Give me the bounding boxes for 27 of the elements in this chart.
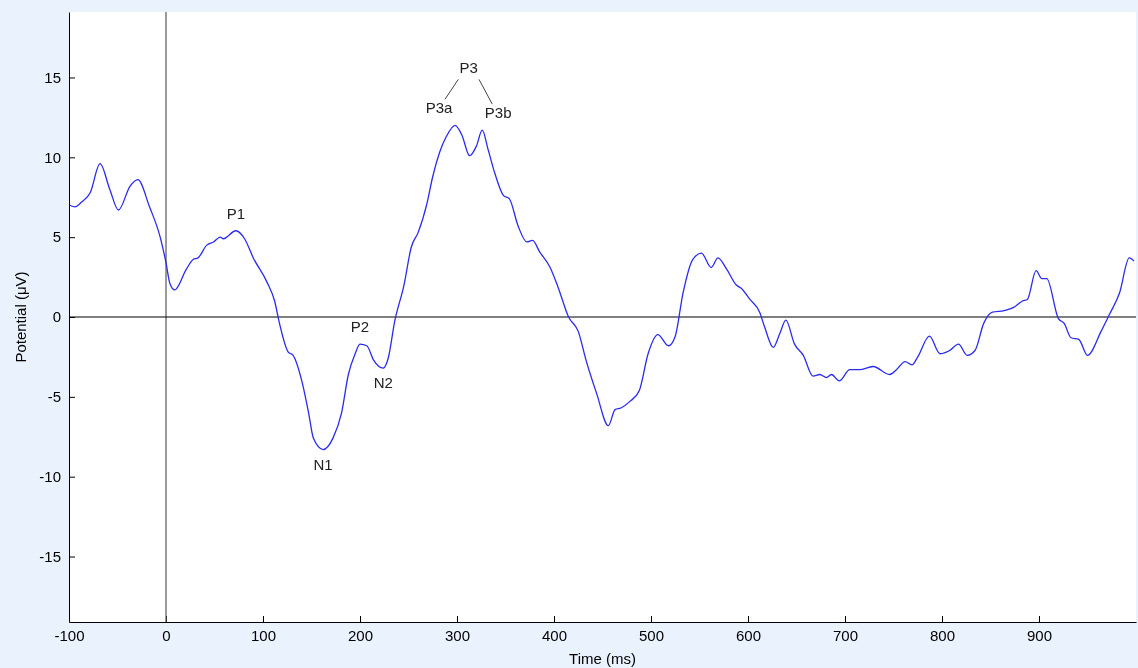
x-tick-label: -100 bbox=[54, 626, 85, 644]
y-tick-label: 15 bbox=[44, 68, 61, 86]
annotation: P3a bbox=[425, 99, 454, 117]
annotation: P2 bbox=[350, 318, 370, 336]
y-tick-label: -10 bbox=[39, 467, 61, 485]
x-tick-label: 600 bbox=[735, 626, 762, 644]
annotation: N1 bbox=[313, 455, 333, 473]
y-tick-label: 5 bbox=[52, 228, 61, 246]
x-tick-label: 500 bbox=[638, 626, 665, 644]
x-tick-label: 400 bbox=[541, 626, 568, 644]
x-tick-label: 100 bbox=[250, 626, 277, 644]
x-tick-label: 700 bbox=[832, 626, 859, 644]
annotation: N2 bbox=[373, 374, 393, 392]
x-tick-label: 900 bbox=[1026, 626, 1053, 644]
annotation: P1 bbox=[226, 204, 246, 222]
y-tick-label: 10 bbox=[44, 148, 61, 166]
x-tick-label: 300 bbox=[444, 626, 471, 644]
x-tick-label: 800 bbox=[929, 626, 956, 644]
y-tick-label: 0 bbox=[52, 308, 61, 326]
y-tick-label: -5 bbox=[47, 388, 61, 406]
x-tick-label: 0 bbox=[162, 626, 171, 644]
x-tick-label: 200 bbox=[347, 626, 374, 644]
annotation: P3b bbox=[484, 104, 512, 122]
x-axis-title: Time (ms) bbox=[569, 650, 636, 667]
y-tick-label: -15 bbox=[39, 547, 61, 565]
annotation: P3 bbox=[459, 59, 478, 77]
y-axis-title: Potential (μV) bbox=[12, 271, 29, 363]
